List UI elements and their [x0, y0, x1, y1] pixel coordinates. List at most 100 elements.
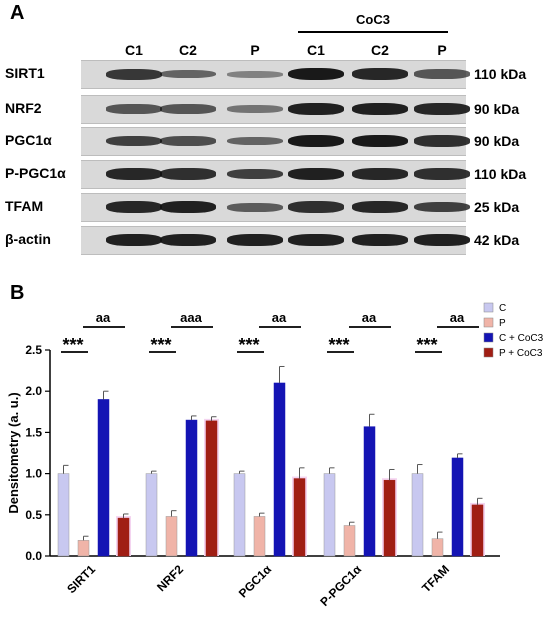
- bar: [165, 516, 178, 557]
- y-tick-label: 0.5: [25, 508, 42, 522]
- blot-strip: [81, 226, 470, 255]
- protein-band: [160, 233, 216, 247]
- molecular-weight-label: 25 kDa: [474, 199, 520, 215]
- bar: [145, 473, 158, 557]
- protein-band: [352, 134, 408, 148]
- y-axis-title: Densitometry (a. u.): [6, 392, 21, 513]
- y-tick-label: 2.5: [25, 343, 42, 357]
- bar: [233, 473, 246, 557]
- protein-band: [288, 102, 344, 116]
- bar: [205, 420, 218, 557]
- protein-band: [414, 233, 470, 247]
- protein-band: [352, 201, 408, 213]
- molecular-weight-label: 42 kDa: [474, 232, 520, 248]
- blot-strip: [81, 193, 470, 222]
- protein-band: [227, 168, 283, 180]
- y-tick-label: 1.0: [25, 467, 42, 481]
- legend-swatch: [483, 347, 494, 358]
- blot-strip: [81, 60, 470, 89]
- western-blot-panel: C1 C2 P C1 C2 P SIRT1 110 kDa NRF2 90 kDa PGC1α 90 …: [0, 0, 550, 270]
- x-category-label: NRF2: [154, 562, 186, 594]
- lane-label: C2: [371, 42, 389, 58]
- lane-label: C2: [179, 42, 197, 58]
- protein-band: [352, 233, 408, 247]
- significance-stars: ***: [238, 335, 259, 355]
- protein-band: [106, 201, 162, 213]
- lane-label: P: [250, 42, 260, 58]
- protein-band: [414, 135, 470, 147]
- protein-band: [288, 233, 344, 247]
- protein-band: [352, 168, 408, 180]
- protein-band: [106, 135, 162, 147]
- lane-label: C1: [307, 42, 325, 58]
- blot-row-label: TFAM: [5, 198, 44, 214]
- protein-band: [288, 167, 344, 181]
- blot-strip: [81, 160, 470, 189]
- significance-label: aaa: [180, 310, 202, 325]
- blot-row-label: PGC1α: [5, 132, 52, 148]
- protein-band: [106, 104, 162, 114]
- protein-band: [227, 202, 283, 212]
- y-tick-label: 0.0: [25, 549, 42, 563]
- protein-band: [227, 233, 283, 247]
- molecular-weight-label: 90 kDa: [474, 101, 520, 117]
- blot-strip: [81, 127, 470, 156]
- protein-band: [106, 233, 162, 247]
- protein-band: [414, 201, 470, 213]
- protein-band: [414, 103, 470, 115]
- protein-band: [414, 168, 470, 180]
- protein-band: [288, 134, 344, 148]
- protein-band: [227, 105, 283, 113]
- legend-swatch: [483, 317, 494, 328]
- bar: [97, 399, 110, 557]
- bar: [431, 538, 444, 557]
- significance-label: aa: [450, 310, 465, 325]
- significance-stars: ***: [62, 335, 83, 355]
- bar: [343, 525, 356, 557]
- protein-band: [227, 70, 283, 78]
- bar: [471, 504, 484, 557]
- protein-band: [227, 136, 283, 146]
- protein-band: [160, 200, 216, 214]
- bar: [253, 516, 266, 557]
- lane-label: P: [437, 42, 447, 58]
- blot-row-label: SIRT1: [5, 65, 45, 81]
- bar: [185, 419, 198, 557]
- panel-b-letter: B: [10, 282, 25, 304]
- protein-band: [352, 102, 408, 116]
- molecular-weight-label: 110 kDa: [474, 66, 527, 82]
- densitometry-bar-chart: 0.0 0.5 1.0 1.5 2.0 2.5 Densitometry (a. u.) SI…: [6, 302, 544, 609]
- protein-band: [106, 168, 162, 180]
- bar: [273, 382, 286, 557]
- coc3-group-label: CoC3: [356, 12, 390, 27]
- lane-label: C1: [125, 42, 143, 58]
- bar: [451, 457, 464, 557]
- y-tick-label: 1.5: [25, 425, 42, 439]
- panel-a-letter: A: [10, 2, 25, 24]
- y-tick-label: 2.0: [25, 384, 42, 398]
- x-category-label: TFAM: [419, 562, 452, 595]
- molecular-weight-label: 90 kDa: [474, 133, 520, 149]
- coc3-group-line: [298, 31, 448, 33]
- significance-stars: ***: [150, 335, 171, 355]
- protein-band: [352, 68, 408, 80]
- blot-row-label: NRF2: [5, 100, 42, 116]
- bar: [293, 478, 306, 557]
- legend-label: C + CoC3: [499, 333, 544, 344]
- x-category-label: SIRT1: [64, 562, 98, 596]
- x-category-label: PGC1α: [236, 562, 275, 601]
- protein-band: [288, 201, 344, 213]
- blot-row-label: P-PGC1α: [5, 165, 66, 181]
- legend-label: P + CoC3: [499, 348, 543, 359]
- bar: [77, 540, 90, 557]
- legend-label: P: [499, 318, 506, 329]
- protein-band: [160, 136, 216, 146]
- significance-label: aa: [96, 310, 111, 325]
- protein-band: [288, 67, 344, 81]
- significance-label: aa: [362, 310, 377, 325]
- bar: [363, 426, 376, 557]
- significance-stars: ***: [328, 335, 349, 355]
- x-category-label: P-PGC1α: [317, 562, 364, 609]
- bar: [323, 473, 336, 557]
- molecular-weight-label: 110 kDa: [474, 166, 527, 182]
